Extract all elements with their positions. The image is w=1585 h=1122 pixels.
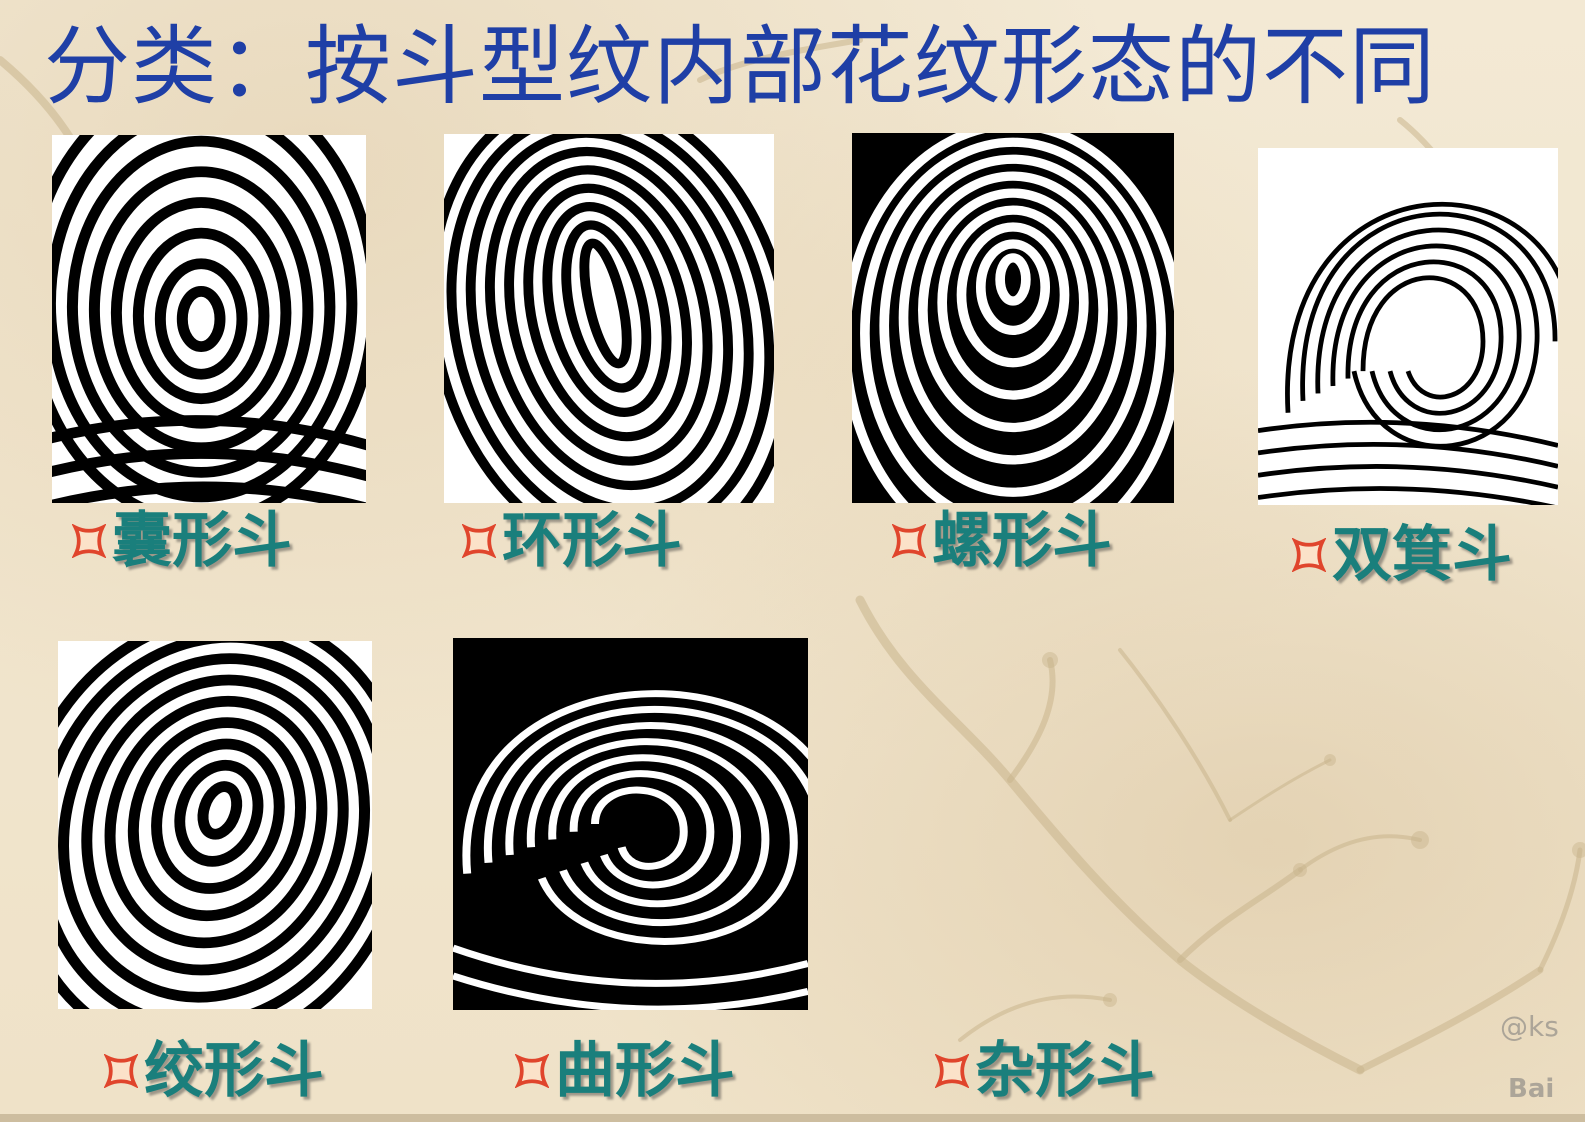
label-mixed-whorl: 杂形斗: [935, 1036, 1155, 1106]
spiral-whorl-fingerprint-image: [852, 133, 1174, 503]
slide-title: 分类：按斗型纹内部花纹形态的不同: [44, 17, 1436, 117]
curved-whorl-fingerprint-image: [453, 638, 808, 1010]
fingerprint-label: 囊形斗: [112, 506, 292, 576]
watermark-handle: @ks: [1500, 1010, 1559, 1043]
label-curved-whorl: 曲形斗: [515, 1036, 735, 1106]
double-loop-fingerprint-image: [1258, 148, 1558, 505]
four-point-star-bullet-icon: [104, 1054, 138, 1088]
slide-bottom-bar: [0, 1114, 1585, 1122]
pocket-whorl-fingerprint-image: [52, 135, 366, 503]
four-point-star-bullet-icon: [892, 524, 926, 558]
watermark-logo: Bai: [1508, 1074, 1555, 1104]
four-point-star-bullet-icon: [515, 1054, 549, 1088]
label-pocket-whorl: 囊形斗: [72, 506, 292, 576]
label-loop-whorl: 环形斗: [462, 506, 682, 576]
label-double-loop: 双箕斗: [1292, 520, 1512, 590]
twisted-whorl-fingerprint-image: [58, 641, 372, 1009]
four-point-star-bullet-icon: [462, 524, 496, 558]
four-point-star-bullet-icon: [935, 1054, 969, 1088]
fingerprint-label: 双箕斗: [1332, 520, 1512, 590]
fingerprint-label: 杂形斗: [975, 1036, 1155, 1106]
label-spiral-whorl: 螺形斗: [892, 506, 1112, 576]
loop-whorl-fingerprint-image: [444, 134, 774, 503]
four-point-star-bullet-icon: [72, 524, 106, 558]
label-twisted-whorl: 绞形斗: [104, 1036, 324, 1106]
fingerprint-label: 曲形斗: [555, 1036, 735, 1106]
four-point-star-bullet-icon: [1292, 538, 1326, 572]
fingerprint-label: 绞形斗: [144, 1036, 324, 1106]
fingerprint-label: 螺形斗: [932, 506, 1112, 576]
fingerprint-label: 环形斗: [502, 506, 682, 576]
